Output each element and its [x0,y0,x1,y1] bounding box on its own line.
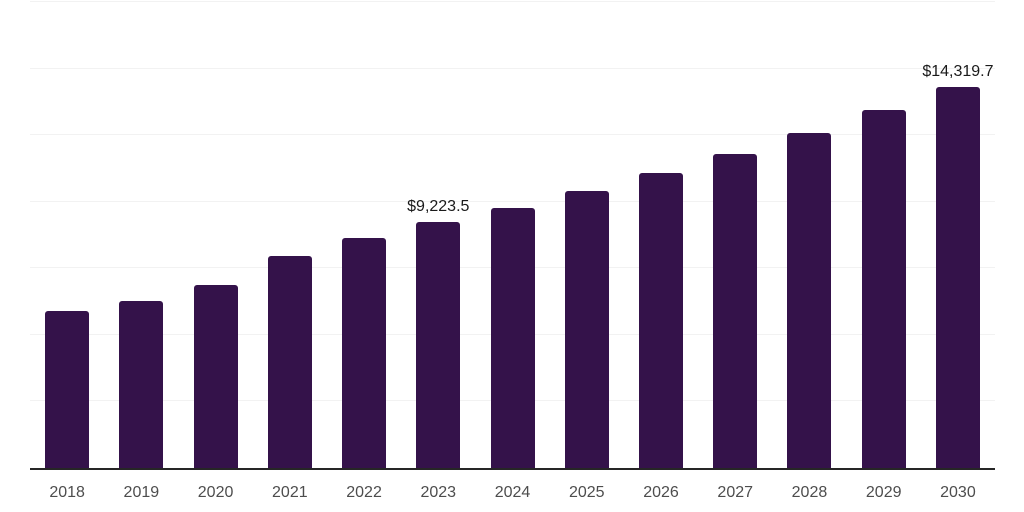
gridline [30,134,995,136]
x-tick-label-2019: 2019 [123,484,160,501]
bar-2019[interactable] [119,301,164,468]
gridline [30,200,995,202]
bars-container: $9,223.5 $14,319.7 [30,2,995,468]
bar-2023[interactable] [416,222,461,468]
x-tick-label-2024: 2024 [494,484,531,501]
x-tick-label-2025: 2025 [568,484,605,501]
gridline [30,67,995,69]
bar-2028[interactable] [787,133,832,468]
bar-value-label-2030: $14,319.7 [922,62,994,80]
bar-slot [253,2,327,468]
bar-2022[interactable] [342,237,387,468]
bar-2024[interactable] [490,207,535,468]
x-tick-label-2027: 2027 [717,484,754,501]
bar-slot [624,2,698,468]
x-tick-label-2021: 2021 [272,484,308,501]
x-tick-label-2029: 2029 [865,484,902,501]
x-tick-label-2022: 2022 [346,484,382,501]
x-axis: 2018 2019 2020 2021 2022 2023 2024 2025 2026 2027… [30,482,995,504]
bar-slot [30,2,104,468]
bar-slot [327,2,401,468]
x-tick-label-2028: 2028 [791,484,828,501]
bar-slot [550,2,624,468]
x-tick-label-2026: 2026 [643,484,679,501]
bar-value-label-2023: $9,223.5 [407,198,470,216]
bar-2021[interactable] [267,256,312,468]
bar-2018[interactable] [45,311,90,468]
bar-slot [847,2,921,468]
bar-slot: $14,319.7 [921,2,995,468]
bar-slot [772,2,846,468]
bar-2020[interactable] [193,284,238,468]
gridline [30,1,995,2]
x-tick-label-2018: 2018 [49,484,85,501]
bar-2026[interactable] [638,172,683,468]
bar-slot: $9,223.5 [401,2,475,468]
x-tick-label-2020: 2020 [197,484,234,501]
bar-slot [178,2,252,468]
x-tick-label-2023: 2023 [420,484,457,501]
bar-2027[interactable] [713,154,758,468]
bar-2025[interactable] [564,190,609,468]
bar-slot [104,2,178,468]
bar-2029[interactable] [861,110,906,468]
bar-2030[interactable] [935,86,980,468]
plot-area: $9,223.5 $14,319.7 [30,1,995,470]
x-tick-label-2030: 2030 [940,484,976,501]
bar-slot [475,2,549,468]
bar-slot [698,2,772,468]
